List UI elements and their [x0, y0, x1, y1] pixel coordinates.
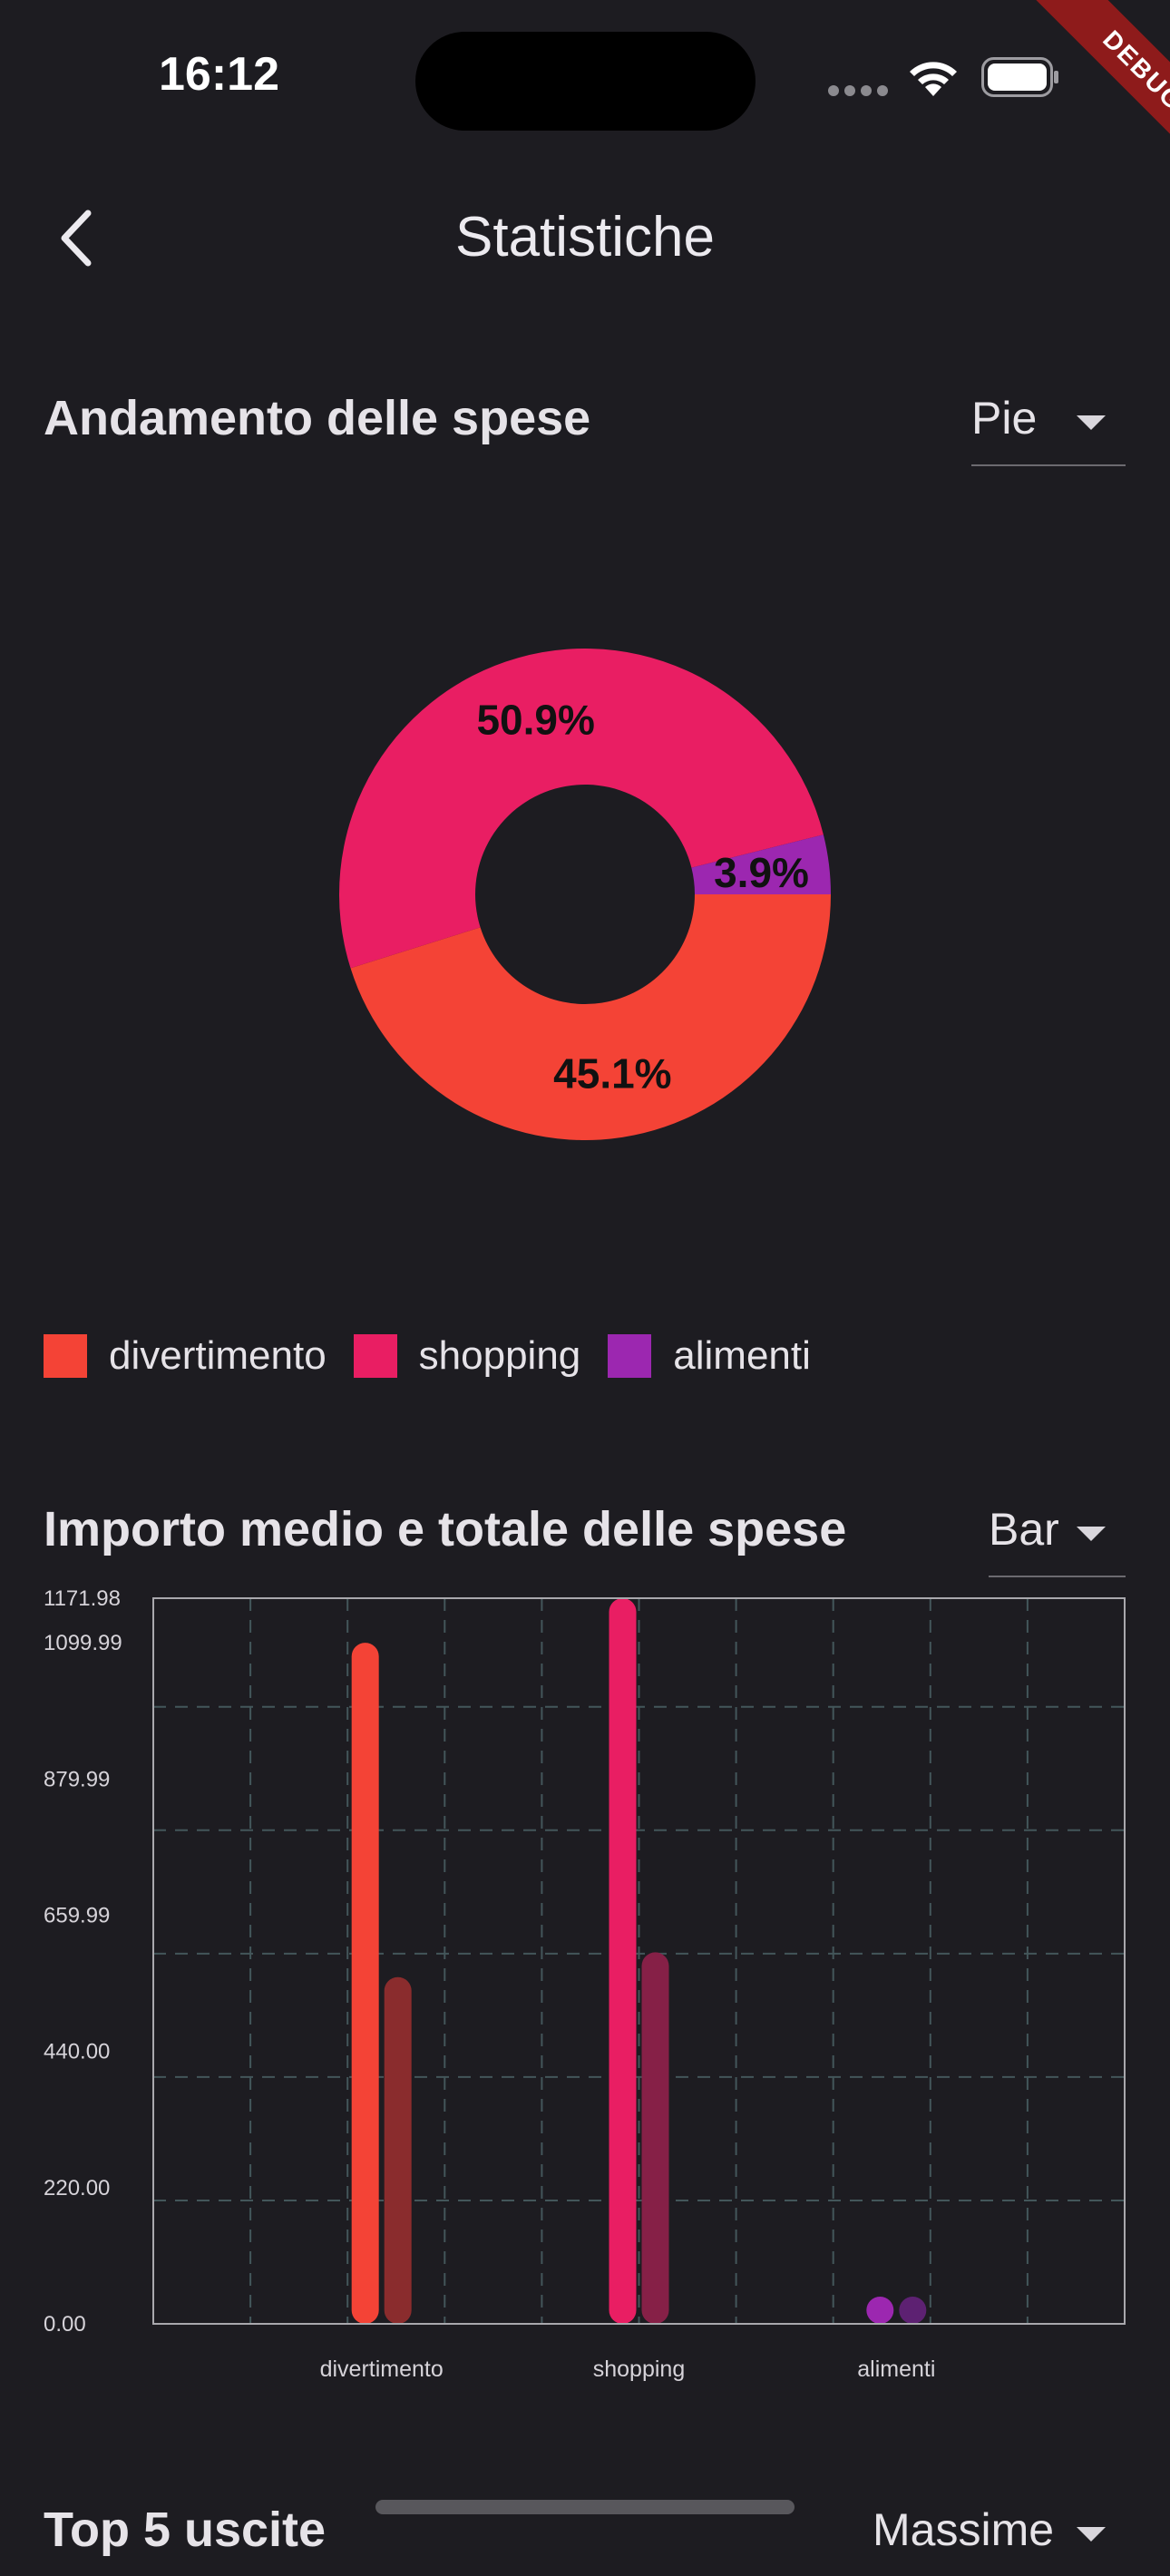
y-tick-label: 879.99 — [44, 1767, 110, 1791]
x-tick-label: shopping — [593, 2356, 685, 2382]
bar-x-ticks: divertimento shopping alimenti — [320, 2356, 936, 2382]
y-tick-label: 1171.98 — [44, 1586, 121, 1611]
x-tick-label: alimenti — [857, 2356, 935, 2382]
chart-type-dropdown-pie[interactable]: Pie — [971, 392, 1126, 466]
dropdown-arrow-icon — [1077, 2527, 1106, 2542]
bar-alimenti-average — [899, 2297, 926, 2324]
y-tick-label: 0.00 — [44, 2312, 86, 2337]
signal-icon — [828, 84, 893, 101]
debug-label: DEBUG — [1029, 0, 1170, 185]
dynamic-island — [415, 32, 756, 131]
pie-label-shopping: 50.9% — [476, 697, 594, 744]
bar-section-title: Importo medio e totale delle spese — [44, 1501, 846, 1557]
dropdown-value: Bar — [989, 1504, 1059, 1555]
legend-swatch — [44, 1334, 87, 1378]
legend-swatch — [608, 1334, 651, 1378]
y-tick-label: 659.99 — [44, 1903, 110, 1927]
x-tick-label: divertimento — [320, 2356, 444, 2382]
legend-item-divertimento: divertimento — [44, 1333, 327, 1379]
dropdown-arrow-icon — [1077, 415, 1106, 430]
top-filter-dropdown[interactable]: Massime — [873, 2503, 1126, 2576]
legend: divertimento shopping alimenti — [44, 1333, 838, 1379]
dropdown-value: Massime — [873, 2504, 1054, 2555]
bar-alimenti-total — [866, 2297, 893, 2324]
dropdown-arrow-icon — [1077, 1527, 1106, 1541]
bar-chart: 0.00 220.00 440.00 659.99 879.99 1099.99 1171.… — [0, 1578, 1170, 2395]
page-title: Statistiche — [0, 205, 1170, 269]
pie-section-title: Andamento delle spese — [44, 390, 590, 446]
home-indicator — [375, 2500, 795, 2514]
top-section-title: Top 5 uscite — [44, 2502, 326, 2558]
y-tick-label: 1099.99 — [44, 1631, 122, 1655]
legend-item-shopping: shopping — [354, 1333, 581, 1379]
bar-divertimento-average — [385, 1977, 412, 2324]
legend-item-alimenti: alimenti — [608, 1333, 811, 1379]
legend-label: shopping — [419, 1333, 581, 1379]
bar-divertimento-total — [352, 1643, 379, 2324]
wifi-icon — [905, 56, 961, 98]
bar-grid — [153, 1598, 1125, 2324]
chart-type-dropdown-bar[interactable]: Bar — [989, 1503, 1126, 1577]
pie-label-divertimento: 45.1% — [553, 1050, 671, 1098]
y-tick-label: 440.00 — [44, 2040, 110, 2064]
bar-shopping-average — [642, 1952, 669, 2324]
legend-label: alimenti — [673, 1333, 811, 1379]
legend-swatch — [354, 1334, 397, 1378]
pie-label-alimenti: 3.9% — [714, 849, 809, 896]
legend-label: divertimento — [109, 1333, 327, 1379]
pie-chart: 45.1% 50.9% 3.9% — [0, 544, 1170, 1252]
status-time: 16:12 — [159, 47, 279, 102]
bar-y-ticks: 0.00 220.00 440.00 659.99 879.99 1099.99 1171.… — [44, 1586, 122, 2337]
dropdown-value: Pie — [971, 393, 1037, 444]
y-tick-label: 220.00 — [44, 2176, 110, 2200]
bar-shopping-total — [609, 1598, 637, 2324]
debug-banner: DEBUG — [980, 0, 1170, 190]
